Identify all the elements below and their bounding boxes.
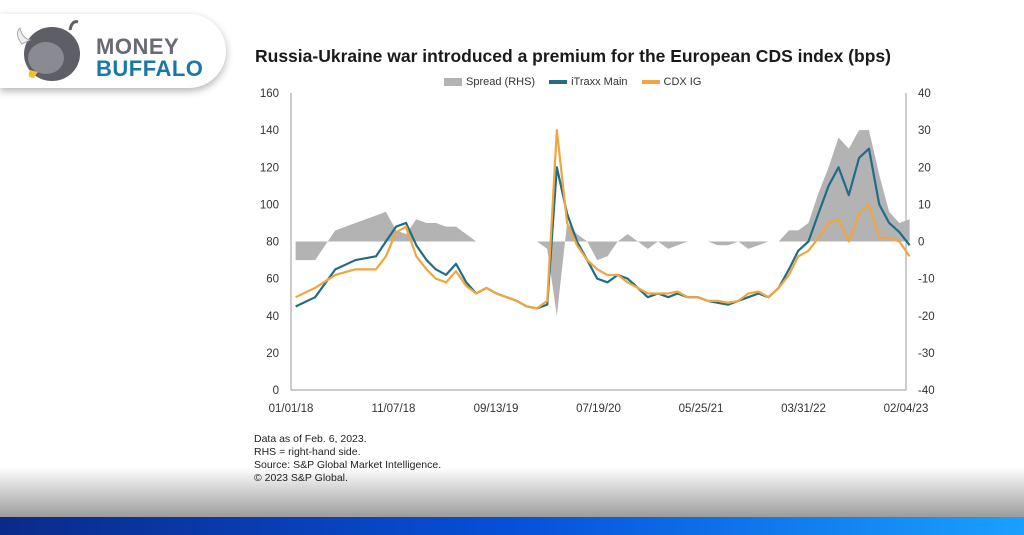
buffalo-mascot-icon — [16, 20, 80, 81]
y-right-tick-label: -40 — [918, 385, 935, 397]
y-left-tick-label: 140 — [260, 125, 279, 137]
y-left-tick-label: 20 — [266, 348, 279, 360]
x-tick-label: 11/07/18 — [372, 403, 416, 415]
x-tick-label: 03/31/22 — [781, 403, 826, 415]
y-right-tick-label: -20 — [918, 311, 935, 323]
y-right-tick-label: -30 — [918, 348, 935, 360]
y-left-tick-label: 60 — [266, 274, 279, 286]
note-rhs: RHS = right-hand side. — [254, 446, 361, 458]
money-buffalo-logo[interactable]: MONEY BUFFALO — [0, 14, 226, 88]
x-tick-label: 01/01/18 — [269, 403, 314, 415]
legend-itraxx: iTraxx Main — [549, 76, 628, 88]
y-left-tick-label: 160 — [260, 88, 279, 100]
chart-legend: Spread (RHS) iTraxx Main CDX IG — [444, 76, 701, 88]
y-right-tick-label: 40 — [918, 88, 931, 100]
chart-title: Russia-Ukraine war introduced a premium … — [255, 46, 891, 66]
y-left-tick-label: 100 — [260, 199, 279, 211]
note-source: Source: S&P Global Market Intelligence. — [254, 459, 442, 471]
y-right-tick-label: -10 — [918, 274, 935, 286]
y-left-tick-label: 0 — [273, 385, 279, 397]
y-right-tick-label: 10 — [918, 199, 931, 211]
chart-notes: Data as of Feb. 6, 2023. RHS = right-han… — [254, 433, 441, 485]
y-left-tick-label: 40 — [266, 311, 279, 323]
itraxx-main-line — [295, 147, 911, 310]
y-right-tick-label: 0 — [918, 237, 924, 249]
cdx-ig-line — [295, 129, 911, 310]
spread-area — [295, 130, 910, 316]
x-tick-label: 07/19/20 — [576, 403, 621, 415]
x-tick-label: 05/25/21 — [679, 403, 724, 415]
y-left-tick-label: 120 — [260, 162, 279, 174]
logo-buffalo-text: BUFFALO — [96, 56, 204, 81]
logo-money-text: MONEY — [96, 34, 180, 59]
x-tick-label: 09/13/19 — [474, 403, 519, 415]
y-left-tick-label: 80 — [266, 237, 279, 249]
background-fade — [0, 440, 1024, 518]
bottom-blue-bar — [0, 517, 1024, 535]
x-tick-label: 02/04/23 — [884, 403, 929, 415]
y-right-tick-label: 30 — [918, 125, 931, 137]
legend-spread: Spread (RHS) — [444, 76, 535, 88]
y-right-tick-label: 20 — [918, 162, 931, 174]
note-copyright: © 2023 S&P Global. — [254, 472, 348, 484]
note-data-date: Data as of Feb. 6, 2023. — [254, 433, 367, 445]
legend-cdx: CDX IG — [641, 76, 701, 88]
